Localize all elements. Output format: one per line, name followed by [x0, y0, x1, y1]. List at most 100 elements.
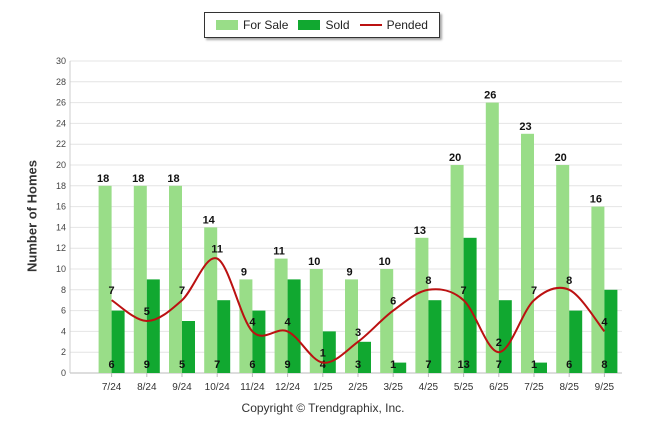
sold-bar [393, 362, 407, 373]
pended-value-label: 3 [355, 327, 361, 339]
x-tick-label: 7/24 [102, 382, 122, 393]
for-sale-value-label: 9 [241, 266, 247, 278]
legend: For Sale Sold Pended [204, 12, 440, 38]
y-tick-label: 20 [56, 160, 66, 170]
for-sale-bar [169, 185, 182, 373]
pended-value-label: 4 [285, 316, 292, 328]
y-tick-label: 10 [56, 264, 66, 274]
sold-value-label: 6 [249, 359, 255, 371]
legend-item-for-sale[interactable]: For Sale [216, 18, 288, 32]
pended-value-label: 1 [320, 348, 326, 360]
pended-value-label: 4 [249, 316, 256, 328]
sold-bar [534, 362, 547, 373]
legend-label-sold: Sold [325, 18, 350, 32]
x-tick-label: 9/24 [172, 382, 192, 393]
pended-value-label: 2 [496, 337, 502, 349]
sold-bar [111, 310, 125, 373]
sold-value-label: 7 [214, 359, 220, 371]
for-sale-value-label: 10 [308, 256, 320, 268]
x-tick-label: 8/25 [559, 382, 579, 393]
sold-bar [358, 341, 371, 373]
for-sale-value-label: 18 [167, 173, 179, 185]
sold-bar [569, 310, 583, 373]
sold-value-label: 4 [320, 359, 327, 371]
copyright-footer: Copyright © Trendgraphix, Inc. [241, 401, 405, 415]
y-tick-label: 12 [56, 243, 66, 253]
for-sale-bar [556, 165, 570, 373]
for-sale-value-label: 16 [590, 194, 602, 206]
for-sale-bar [274, 258, 288, 373]
for-sale-value-label: 18 [132, 173, 144, 185]
x-tick-label: 12/24 [275, 382, 300, 393]
sold-bar [604, 289, 618, 373]
for-sale-bar [98, 185, 112, 373]
legend-item-pended[interactable]: Pended [359, 18, 428, 32]
sold-value-label: 5 [179, 359, 185, 371]
for-sale-value-label: 9 [346, 266, 352, 278]
for-sale-bar [380, 269, 394, 373]
y-tick-label: 18 [56, 181, 66, 191]
sold-value-label: 3 [355, 359, 361, 371]
legend-label-pended: Pended [386, 18, 428, 32]
pended-value-label: 7 [461, 285, 467, 297]
sold-value-label: 1 [531, 359, 537, 371]
for-sale-bar [485, 102, 499, 373]
pended-line-icon [359, 24, 382, 26]
x-tick-label: 9/25 [595, 382, 615, 393]
y-tick-label: 4 [61, 326, 66, 336]
sold-bar [252, 310, 266, 373]
sold-bar [146, 279, 160, 373]
for-sale-value-label: 11 [273, 246, 285, 258]
y-tick-label: 26 [56, 98, 66, 108]
y-tick-label: 24 [56, 118, 66, 128]
pended-value-label: 6 [390, 296, 396, 308]
sold-value-label: 6 [566, 359, 572, 371]
legend-item-sold[interactable]: Sold [298, 18, 350, 32]
pended-value-label: 11 [211, 244, 223, 256]
sold-bar [498, 300, 512, 373]
pended-value-label: 7 [179, 285, 185, 297]
sold-bar [182, 321, 195, 373]
for-sale-value-label: 10 [379, 256, 391, 268]
sold-bar [428, 300, 442, 373]
y-tick-label: 22 [56, 139, 66, 149]
pended-value-label: 8 [425, 275, 431, 287]
for-sale-bar [239, 279, 253, 373]
for-sale-value-label: 20 [555, 152, 567, 164]
x-tick-label: 11/24 [240, 382, 265, 393]
sold-bar [217, 300, 231, 373]
pended-value-label: 7 [109, 285, 115, 297]
y-tick-label: 2 [61, 347, 66, 357]
for-sale-value-label: 20 [449, 152, 461, 164]
sold-value-label: 7 [425, 359, 431, 371]
x-tick-label: 8/24 [137, 382, 157, 393]
for-sale-swatch-icon [216, 20, 239, 30]
for-sale-bar [521, 133, 534, 373]
y-tick-label: 30 [56, 56, 66, 66]
sold-swatch-icon [298, 20, 321, 30]
for-sale-bar [591, 206, 605, 373]
sold-value-label: 9 [144, 359, 150, 371]
for-sale-value-label: 14 [203, 214, 216, 226]
y-tick-label: 6 [61, 306, 66, 316]
sold-value-label: 9 [285, 359, 291, 371]
pended-value-label: 5 [144, 306, 150, 318]
sold-value-label: 6 [109, 359, 115, 371]
x-tick-label: 1/25 [313, 382, 333, 393]
x-tick-label: 2/25 [348, 382, 368, 393]
y-tick-label: 28 [56, 77, 66, 87]
pended-value-label: 8 [566, 275, 572, 287]
y-tick-label: 14 [56, 222, 66, 232]
x-tick-label: 4/25 [419, 382, 439, 393]
for-sale-value-label: 18 [97, 173, 109, 185]
sold-value-label: 8 [601, 359, 607, 371]
for-sale-bar [450, 165, 464, 373]
x-tick-label: 3/25 [383, 382, 403, 393]
x-tick-label: 7/25 [524, 382, 544, 393]
pended-value-label: 7 [531, 285, 537, 297]
sold-bar [287, 279, 301, 373]
for-sale-value-label: 23 [519, 121, 531, 133]
y-tick-label: 16 [56, 202, 66, 212]
x-tick-label: 6/25 [489, 382, 509, 393]
